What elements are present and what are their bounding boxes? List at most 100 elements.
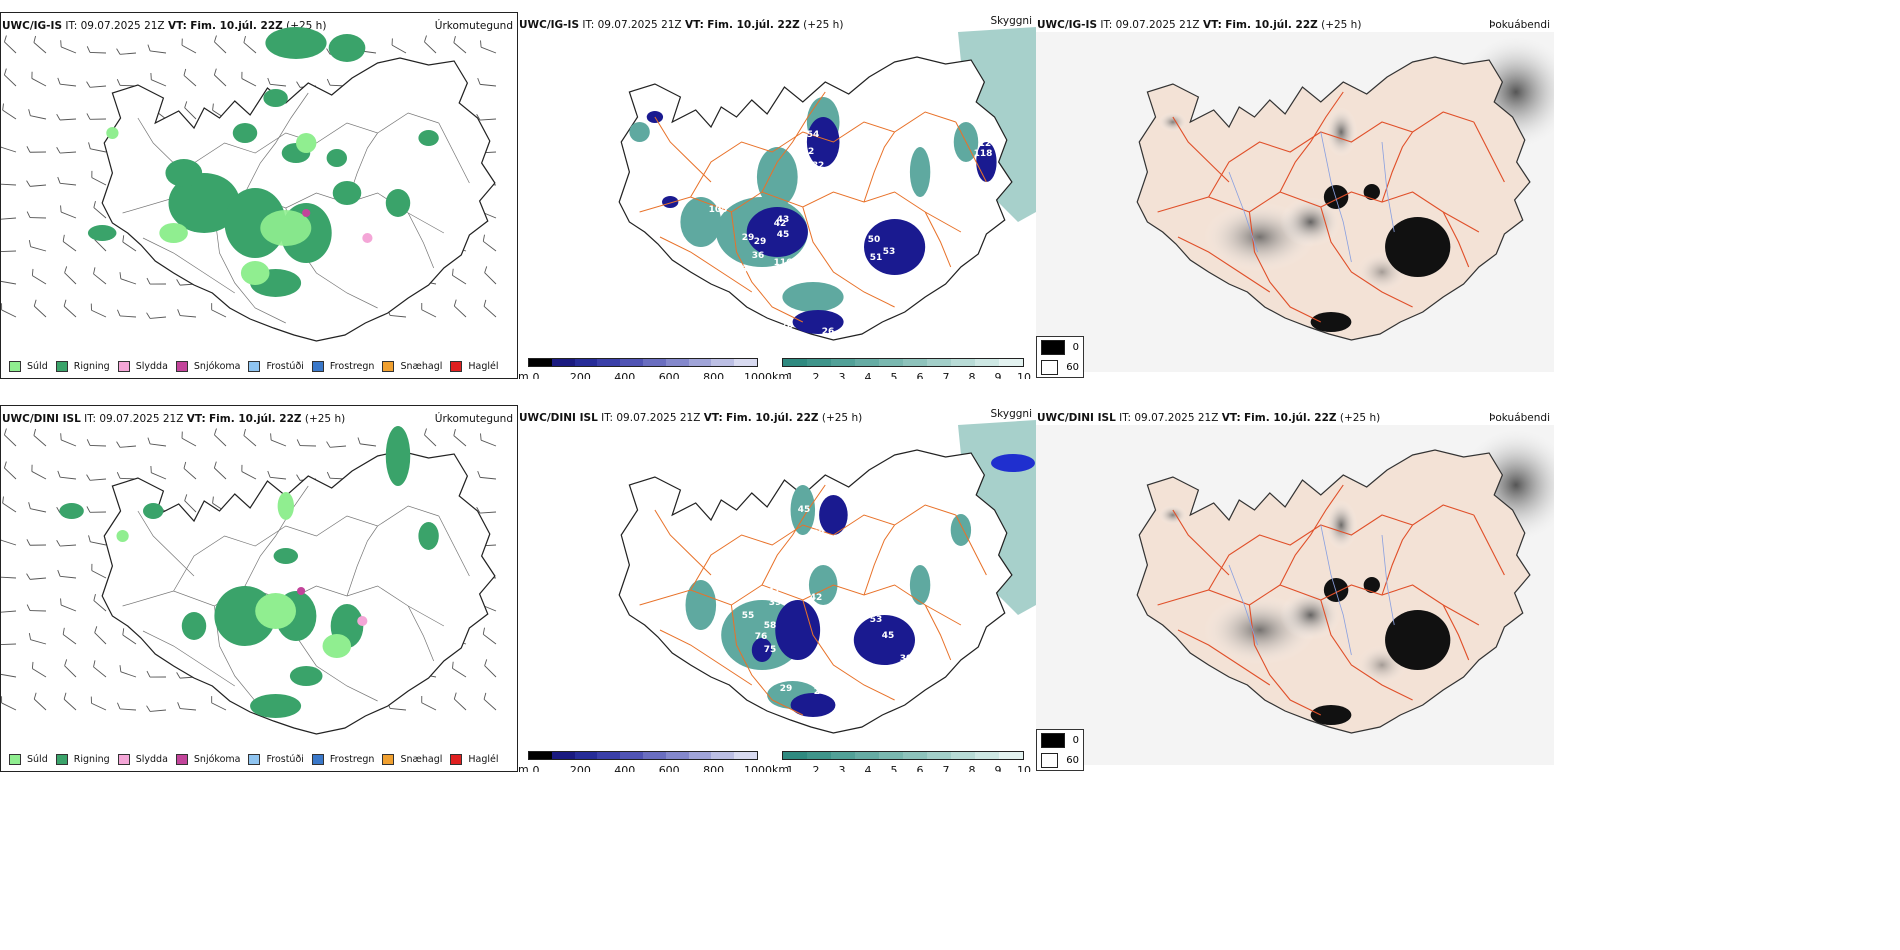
scale-color-step — [855, 359, 879, 366]
wind-barb-feather — [176, 672, 181, 679]
wind-barb-staff — [91, 309, 107, 318]
wind-barb-staff — [483, 698, 497, 711]
scale-tick-label: 1 — [786, 764, 794, 772]
wind-barb-feather — [296, 81, 301, 88]
wind-barb-feather — [181, 38, 183, 46]
scale-tick-label: 5 — [890, 371, 898, 379]
low-visibility-area — [629, 122, 650, 142]
scale-color-step — [688, 752, 712, 759]
wind-barb — [1, 533, 17, 546]
wind-barb — [119, 665, 137, 678]
wind-barb — [26, 539, 47, 546]
wind-barb — [33, 35, 47, 54]
wind-barb — [1, 610, 17, 613]
wind-barb-staff — [4, 467, 17, 480]
iceland-map-group — [1136, 449, 1531, 734]
wind-barb-feather — [60, 433, 62, 440]
wind-barb — [453, 692, 467, 711]
road-line — [863, 524, 896, 596]
wind-barb — [28, 502, 47, 513]
panel-label-fog: Þokuábendi — [1489, 19, 1550, 31]
road-line — [407, 212, 435, 269]
wind-barb-feather — [26, 146, 31, 153]
wind-barb-staff — [453, 42, 467, 54]
wind-barb-staff — [270, 83, 287, 87]
legend-swatch — [382, 754, 395, 765]
wind-barb-staff — [330, 445, 347, 448]
wind-barb-staff — [120, 315, 137, 318]
ceiling-value-label: 60 — [812, 529, 825, 539]
scale-colorbar — [528, 751, 758, 760]
wind-barb-staff — [211, 702, 227, 711]
legend-label: Súld — [27, 754, 48, 765]
scale-tick-label: 7 — [942, 764, 950, 772]
road-line — [407, 605, 435, 662]
wind-barb — [424, 428, 437, 447]
drizzle-area — [240, 261, 270, 285]
wind-barb-staff — [4, 74, 17, 87]
ceiling-value-label: 55 — [742, 611, 755, 621]
scale-color-step — [688, 359, 712, 366]
wind-barb-staff — [1, 610, 17, 613]
wind-barb-feather — [453, 692, 457, 700]
wind-barb — [93, 660, 107, 678]
ceiling-value-label: 76 — [755, 632, 768, 642]
offshore-cloud-area — [991, 454, 1035, 472]
wind-barb-staff — [120, 52, 137, 55]
wind-barb — [484, 266, 497, 285]
wind-barb — [150, 72, 167, 87]
panel-title: UWC/DINI ISL IT: 09.07.2025 21Z VT: Fim.… — [1037, 412, 1381, 424]
drizzle-area — [116, 530, 129, 542]
low-visibility-area — [680, 197, 722, 247]
legend-label: Frostregn — [329, 361, 375, 372]
wind-barb — [33, 692, 47, 711]
scale-tick-label: 4 — [864, 371, 872, 379]
wind-barb-staff — [91, 702, 107, 711]
wind-barb-feather — [267, 470, 271, 478]
wind-barb-feather — [3, 68, 7, 76]
wind-barb-feather — [91, 170, 93, 178]
wind-barb-staff — [214, 467, 227, 480]
ceiling-value-label: 53 — [883, 247, 896, 257]
scale-color-step — [620, 752, 643, 759]
scale-tick-label: 7 — [942, 371, 950, 379]
wind-barb — [453, 428, 467, 447]
wind-barb — [57, 569, 77, 579]
wind-barb-staff — [64, 665, 77, 678]
ceiling-value-label: 118 — [974, 149, 993, 159]
wind-barb-feather — [63, 692, 67, 700]
legend-swatch — [117, 361, 130, 372]
wind-barb-feather — [243, 428, 246, 436]
wind-barb-staff — [1, 309, 17, 318]
scale-color-step — [903, 752, 927, 759]
wind-barb — [56, 540, 77, 547]
wind-barb-staff — [214, 434, 227, 447]
wind-barb-staff — [1, 539, 17, 546]
wind-barb — [64, 659, 77, 678]
wind-barb-feather — [31, 268, 34, 276]
road-line — [761, 484, 826, 586]
wind-barb-staff — [1, 183, 17, 186]
road-line — [346, 525, 378, 597]
wind-barb-staff — [482, 633, 497, 645]
scale-tick-label: 200 — [569, 764, 591, 772]
wind-barb — [183, 68, 197, 87]
legend-label: Rigning — [73, 361, 110, 372]
wind-barb-feather — [60, 40, 62, 47]
scale-color-step — [951, 359, 975, 366]
legend-item-slydda: Slydda — [117, 361, 168, 372]
wind-barb-feather — [91, 563, 93, 571]
wind-barb — [31, 71, 47, 87]
wind-barb-feather — [184, 494, 188, 501]
wind-barb — [56, 113, 77, 121]
wind-barb — [181, 431, 197, 447]
wind-barb-staff — [1, 146, 17, 153]
wind-barb-staff — [32, 668, 47, 678]
wind-barb — [243, 35, 257, 54]
wind-barb — [88, 535, 107, 546]
wind-barb-staff — [60, 604, 77, 612]
wind-barb — [211, 696, 227, 711]
wind-barb-feather — [60, 205, 62, 213]
wind-barb-staff — [120, 278, 137, 285]
fog-shade-area — [1158, 505, 1188, 525]
